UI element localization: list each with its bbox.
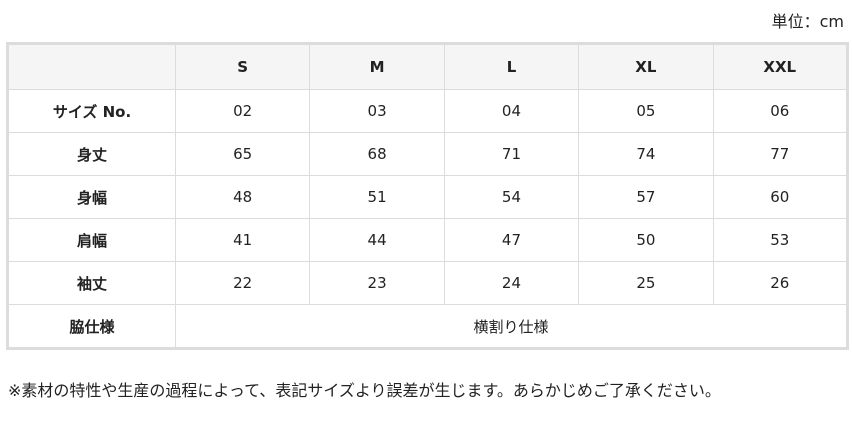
table-cell: 41: [174, 218, 311, 262]
table-cell: 53: [712, 218, 849, 262]
size-note: ※素材の特性や生産の過程によって、表記サイズより誤差が生じます。あらかじめご了承…: [8, 381, 721, 400]
table-row: サイズ No. 02 03 04 05 06: [7, 89, 849, 133]
table-cell: 77: [712, 132, 849, 176]
table-cell: 03: [309, 89, 445, 133]
table-cell: 71: [443, 132, 580, 176]
row-label: 袖丈: [7, 261, 176, 305]
column-header: [7, 43, 176, 90]
table-cell: 74: [578, 132, 714, 176]
table-cell: 54: [443, 175, 580, 219]
table-cell: 23: [309, 261, 445, 305]
table-cell: 05: [578, 89, 714, 133]
table-row: 身幅 48 51 54 57 60: [7, 175, 849, 219]
table-cell: 04: [443, 89, 580, 133]
column-header: S: [174, 43, 311, 90]
row-label: 身幅: [7, 175, 176, 219]
table-row: 肩幅 41 44 47 50 53: [7, 218, 849, 262]
size-chart-table: S M L XL XXL サイズ No. 02 03 04 05 06 身丈 65 68 71 74 77 身幅…: [6, 42, 849, 350]
column-header: M: [309, 43, 445, 90]
table-cell: 68: [309, 132, 445, 176]
table-cell: 51: [309, 175, 445, 219]
column-header: XXL: [712, 43, 849, 90]
column-header: L: [443, 43, 580, 90]
table-cell: 25: [578, 261, 714, 305]
table-cell: 22: [174, 261, 311, 305]
table-cell: 02: [174, 89, 311, 133]
table-cell: 24: [443, 261, 580, 305]
column-header: XL: [578, 43, 714, 90]
table-cell: 60: [712, 175, 849, 219]
row-label: 肩幅: [7, 218, 176, 262]
table-cell: 57: [578, 175, 714, 219]
table-cell: 44: [309, 218, 445, 262]
table-row: 袖丈 22 23 24 25 26: [7, 261, 849, 305]
row-label: 身丈: [7, 132, 176, 176]
table-cell: 50: [578, 218, 714, 262]
side-spec-value: 横割り仕様: [175, 304, 848, 349]
table-cell: 48: [174, 175, 311, 219]
unit-label: 単位：cm: [771, 12, 844, 31]
table-cell: 26: [712, 261, 849, 305]
side-spec-row: 脇仕様 横割り仕様: [7, 304, 848, 349]
table-cell: 65: [174, 132, 311, 176]
row-label: 脇仕様: [7, 304, 176, 349]
header-row: S M L XL XXL: [7, 43, 849, 90]
table-row: 身丈 65 68 71 74 77: [7, 132, 849, 176]
table-cell: 47: [443, 218, 580, 262]
row-label: サイズ No.: [7, 89, 176, 133]
table-cell: 06: [712, 89, 849, 133]
